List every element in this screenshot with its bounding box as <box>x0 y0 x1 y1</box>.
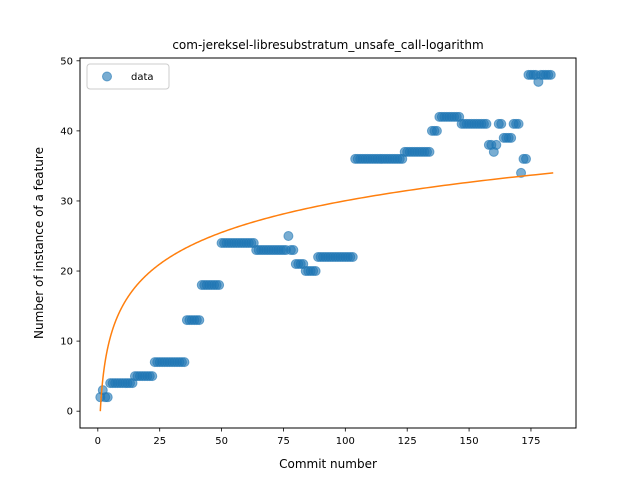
x-tick-label: 100 <box>336 436 355 447</box>
x-tick-label: 150 <box>460 436 479 447</box>
y-axis-label: Number of instance of a feature <box>32 147 46 339</box>
y-tick-label: 10 <box>60 337 73 348</box>
legend-box <box>87 64 169 89</box>
x-tick-label: 75 <box>277 436 290 447</box>
y-tick-label: 20 <box>60 267 73 278</box>
y-tick-label: 40 <box>60 126 73 137</box>
x-axis-label: Commit number <box>279 457 377 471</box>
data-point <box>289 246 298 255</box>
data-point <box>284 231 293 240</box>
x-tick-label: 0 <box>95 436 101 447</box>
x-tick-label: 25 <box>153 436 166 447</box>
data-point <box>215 281 224 290</box>
x-tick-label: 175 <box>521 436 540 447</box>
legend-label-data: data <box>131 72 154 83</box>
data-point <box>311 267 320 276</box>
data-point <box>180 358 189 367</box>
x-tick-label: 125 <box>398 436 417 447</box>
data-point <box>507 133 516 142</box>
y-tick-label: 30 <box>60 196 73 207</box>
data-point <box>522 154 531 163</box>
data-point <box>195 316 204 325</box>
data-point <box>425 147 434 156</box>
x-tick-label: 50 <box>215 436 228 447</box>
data-point <box>492 140 501 149</box>
chart-title: com-jereksel-libresubstratum_unsafe_call… <box>172 38 483 52</box>
data-point <box>546 70 555 79</box>
data-point <box>148 372 157 381</box>
data-point <box>103 393 112 402</box>
y-tick-label: 50 <box>60 56 73 67</box>
legend: data <box>87 64 169 89</box>
y-tick-label: 0 <box>67 407 73 418</box>
data-point <box>497 119 506 128</box>
data-point <box>432 126 441 135</box>
data-point <box>348 253 357 262</box>
legend-marker-data <box>103 72 112 81</box>
data-point <box>482 119 491 128</box>
data-point <box>514 119 523 128</box>
